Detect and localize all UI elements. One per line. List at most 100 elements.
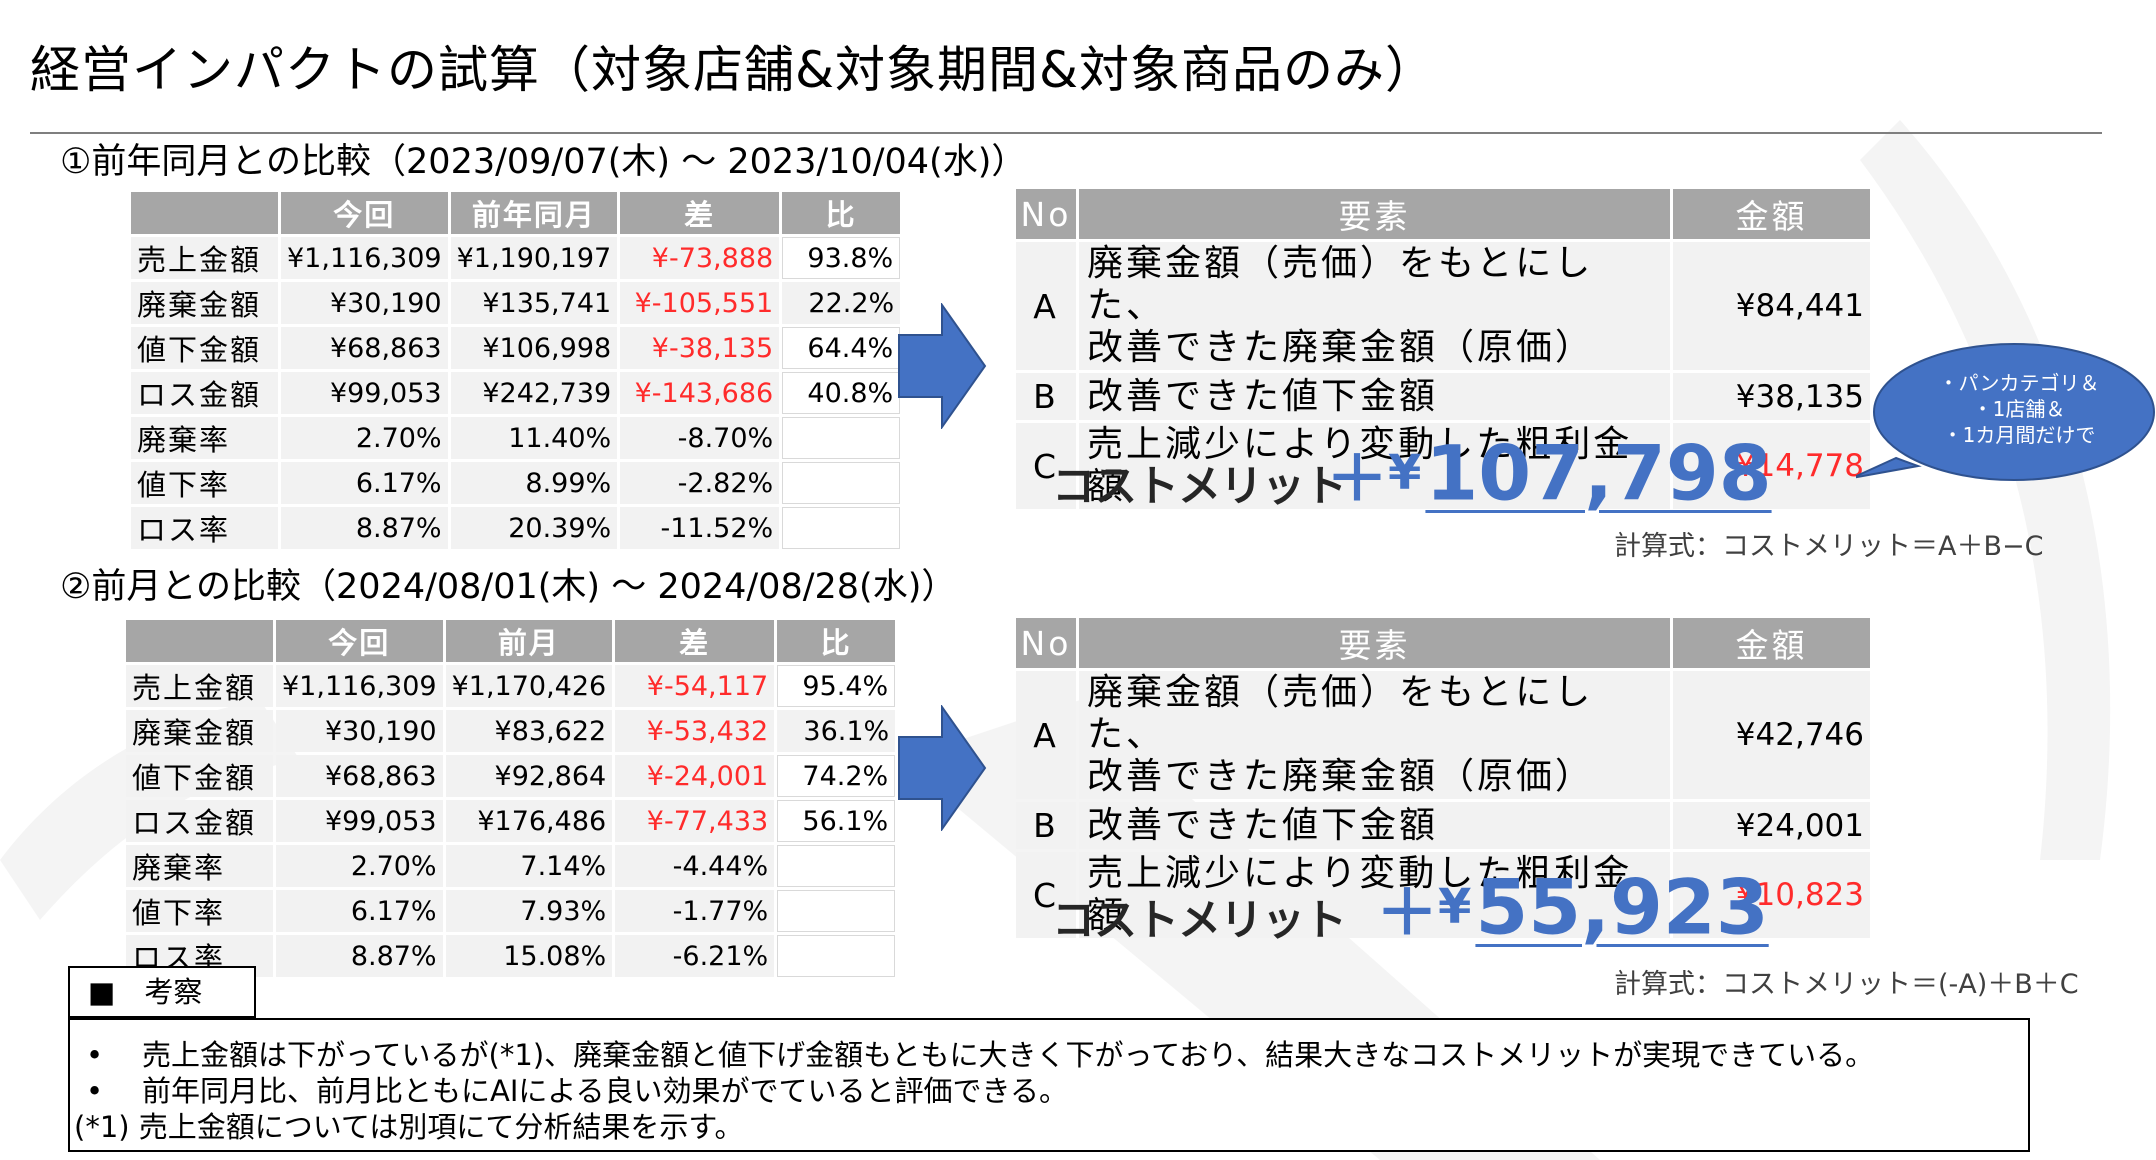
header-no: No <box>1016 618 1076 668</box>
element-desc-line1: 廃棄金額（売価）をもとにした、 <box>1087 672 1594 755</box>
diff-value: ¥-38,135 <box>620 327 780 369</box>
row-label: ロス金額 <box>126 800 273 842</box>
diff-value: -6.21% <box>615 935 775 977</box>
table-row: B 改善できた値下金額 ¥38,135 <box>1016 373 1870 420</box>
current-value: ¥68,863 <box>276 755 443 797</box>
diff-value: -8.70% <box>620 417 780 459</box>
table-row: 廃棄率 2.70% 7.14% -4.44% <box>126 845 896 887</box>
table-header-row: 今回 前月 差 比 <box>126 620 896 662</box>
table-header-row: No 要素 金額 <box>1016 618 1870 668</box>
ratio-value <box>777 845 896 887</box>
element-desc-line2: 改善できた廃棄金額（原価） <box>1087 327 1595 368</box>
current-value: 6.17% <box>276 890 443 932</box>
header-no: No <box>1016 189 1076 239</box>
title-divider <box>30 132 2102 134</box>
ratio-value: 56.1% <box>777 800 896 842</box>
consideration-bullet-1: • 売上金額は下がっているが(*1)、廃棄金額と値下げ金額もともに大きく下がってお… <box>86 1032 1874 1074</box>
consideration-note: (*1) 売上金額については別項にて分析結果を示す。 <box>74 1110 744 1144</box>
table-header-row: No 要素 金額 <box>1016 189 1870 239</box>
ratio-value: 64.4% <box>782 327 901 369</box>
table-row: 廃棄金額 ¥30,190 ¥135,741 ¥-105,551 22.2% <box>131 282 901 324</box>
comparison-table-mom: 今回 前月 差 比 売上金額 ¥1,116,309 ¥1,170,426 ¥-5… <box>123 617 898 980</box>
previous-value: 7.93% <box>445 890 613 932</box>
page-title: 経営インパクトの試算（対象店舗&対象期間&対象商品のみ） <box>30 41 1436 99</box>
header-blank <box>126 620 273 662</box>
current-value: 2.70% <box>281 417 448 459</box>
current-value: ¥30,190 <box>276 710 443 752</box>
diff-value: -2.82% <box>620 462 780 504</box>
callout-text: ・パンカテゴリ＆ ・1店舗＆ ・1カ月間だけで <box>1880 370 2156 448</box>
ratio-value <box>777 935 896 977</box>
ratio-value <box>782 417 901 459</box>
row-label: 廃棄金額 <box>131 282 278 324</box>
diff-value: ¥-77,433 <box>615 800 775 842</box>
cost-merit-value: ＋¥107,798 <box>1326 428 1772 518</box>
element-no: B <box>1016 373 1076 420</box>
diff-value: -1.77% <box>615 890 775 932</box>
row-label: 廃棄率 <box>131 417 278 459</box>
table-header-row: 今回 前年同月 差 比 <box>131 192 901 234</box>
merit-amount: 55,923 <box>1475 862 1769 952</box>
current-value: ¥1,116,309 <box>276 665 443 707</box>
element-no: C <box>1016 852 1076 938</box>
current-value: ¥99,053 <box>276 800 443 842</box>
table-row: 廃棄金額 ¥30,190 ¥83,622 ¥-53,432 36.1% <box>126 710 896 752</box>
current-value: 8.87% <box>281 507 448 549</box>
diff-value: ¥-54,117 <box>615 665 775 707</box>
element-no: A <box>1016 242 1076 370</box>
previous-value: ¥176,486 <box>445 800 613 842</box>
merit-amount: 107,798 <box>1425 428 1772 518</box>
merit-plus: ＋ <box>1326 442 1389 515</box>
elements-table-mom: No 要素 金額 A 廃棄金額（売価）をもとにした、 改善できた廃棄金額（原価） … <box>1013 615 1873 941</box>
element-amount: ¥24,001 <box>1673 802 1870 849</box>
bullet-icon: • <box>86 1074 104 1108</box>
element-amount: ¥38,135 <box>1673 373 1870 420</box>
ratio-value: 22.2% <box>782 282 901 324</box>
header-amount: 金額 <box>1673 189 1870 239</box>
cost-merit-label: コストメリット <box>1052 896 1347 946</box>
element-amount: ¥84,441 <box>1673 242 1870 370</box>
current-value: 8.87% <box>276 935 443 977</box>
ratio-value <box>782 507 901 549</box>
consideration-heading: ■ 考察 <box>68 966 256 1018</box>
formula-text: 計算式：コストメリット＝(-A)＋B＋C <box>1614 969 2079 1000</box>
ratio-value <box>777 890 896 932</box>
ratio-value: 40.8% <box>782 372 901 414</box>
header-amount: 金額 <box>1673 618 1870 668</box>
header-diff: 差 <box>615 620 775 662</box>
cost-merit-value: ＋¥55,923 <box>1376 862 1769 952</box>
previous-value: ¥242,739 <box>450 372 618 414</box>
header-previous: 前月 <box>445 620 613 662</box>
previous-value: 20.39% <box>450 507 618 549</box>
previous-value: 15.08% <box>445 935 613 977</box>
row-label: 値下金額 <box>126 755 273 797</box>
element-desc: 売上減少により変動した粗利金額 <box>1079 852 1670 938</box>
diff-value: ¥-24,001 <box>615 755 775 797</box>
table-row: A 廃棄金額（売価）をもとにした、 改善できた廃棄金額（原価） ¥42,746 <box>1016 671 1870 799</box>
table-row: 値下率 6.17% 7.93% -1.77% <box>126 890 896 932</box>
table-row: A 廃棄金額（売価）をもとにした、 改善できた廃棄金額（原価） ¥84,441 <box>1016 242 1870 370</box>
element-amount: ¥10,823 <box>1673 852 1870 938</box>
row-label: 廃棄金額 <box>126 710 273 752</box>
row-label: ロス率 <box>131 507 278 549</box>
row-label: 廃棄率 <box>126 845 273 887</box>
element-desc: 廃棄金額（売価）をもとにした、 改善できた廃棄金額（原価） <box>1079 242 1670 370</box>
element-desc-line1: 廃棄金額（売価）をもとにした、 <box>1087 243 1594 326</box>
callout-line2: ・1店舗＆ <box>1972 397 2066 421</box>
previous-value: 7.14% <box>445 845 613 887</box>
previous-value: ¥135,741 <box>450 282 618 324</box>
elements-table-yoy: No 要素 金額 A 廃棄金額（売価）をもとにした、 改善できた廃棄金額（原価） … <box>1013 186 1873 512</box>
element-desc: 売上減少により変動した粗利金額 <box>1079 423 1670 509</box>
ratio-value: 93.8% <box>782 237 901 279</box>
previous-value: ¥1,190,197 <box>450 237 618 279</box>
header-element: 要素 <box>1079 189 1670 239</box>
current-value: 2.70% <box>276 845 443 887</box>
row-label: 値下金額 <box>131 327 278 369</box>
header-ratio: 比 <box>777 620 896 662</box>
bullet-text: 売上金額は下がっているが(*1)、廃棄金額と値下げ金額もともに大きく下がっており… <box>142 1038 1875 1072</box>
consideration-bullet-2: • 前年同月比、前月比ともにAIによる良い効果がでていると評価できる。 <box>86 1068 1068 1110</box>
diff-value: ¥-143,686 <box>620 372 780 414</box>
callout-line1: ・パンカテゴリ＆ <box>1938 371 2100 395</box>
table-row: ロス率 8.87% 20.39% -11.52% <box>131 507 901 549</box>
ratio-value: 74.2% <box>777 755 896 797</box>
